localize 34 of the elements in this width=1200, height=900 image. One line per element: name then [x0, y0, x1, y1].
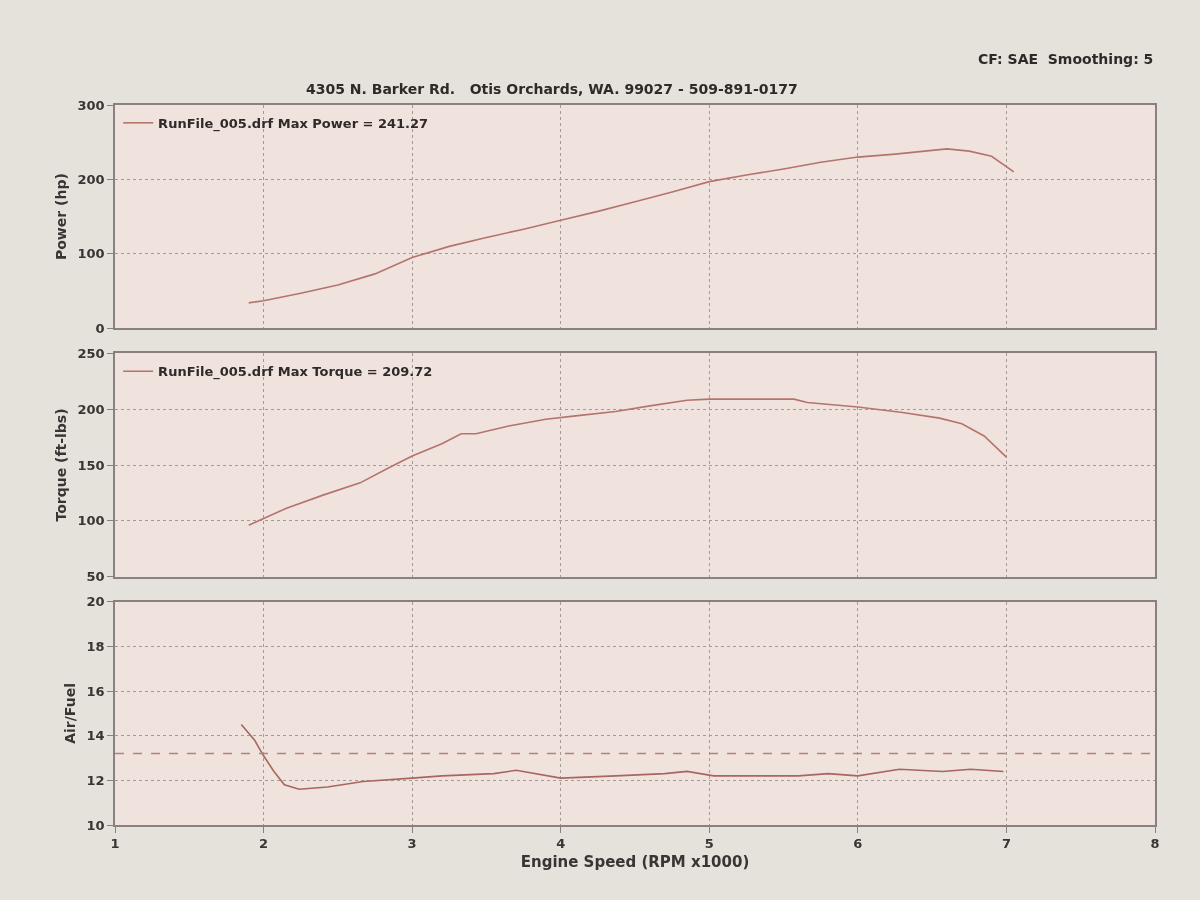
x-tick-label: 4 [556, 836, 566, 852]
line-series [247, 148, 1015, 304]
y-tick-label: 300 [77, 97, 105, 113]
legend-label: RunFile_005.drf Max Torque = 209.72 [158, 364, 433, 381]
y-tick-label: 200 [77, 401, 105, 417]
y-tick-label: 100 [77, 246, 105, 262]
y-tick-label: 20 [86, 594, 105, 610]
x-tick-label: 8 [1150, 836, 1160, 852]
x-tick-label: 3 [407, 836, 417, 852]
line-series [247, 398, 1008, 527]
y-tick-label: 250 [77, 345, 105, 361]
y-tick-label: 14 [86, 728, 105, 744]
x-tick-label: 5 [704, 836, 714, 852]
y-tick-label: 16 [86, 683, 105, 699]
y-tick-label: 200 [77, 171, 105, 187]
text: 4305 N. Barker Rd. Otis Orchards, WA. 99027 - 509-891-0177 [306, 81, 798, 97]
x-tick-label: 1 [110, 836, 120, 852]
y-tick-label: 18 [86, 638, 105, 654]
line-series [240, 723, 1005, 791]
y-tick-label: 12 [86, 772, 105, 788]
y-axis-title: Torque (ft-lbs) [52, 408, 69, 522]
y-tick-label: 0 [95, 320, 105, 336]
y-tick-label: 10 [86, 817, 105, 833]
text: CF: SAE Smoothing: 5 [978, 51, 1154, 67]
y-tick-label: 100 [77, 513, 105, 529]
x-tick-label: 6 [853, 836, 863, 852]
y-axis-title: Power (hp) [52, 173, 69, 261]
x-axis-title: Engine Speed (RPM x1000) [520, 852, 750, 871]
x-tick-label: 2 [259, 836, 269, 852]
y-axis-title: Air/Fuel [61, 683, 78, 744]
legend-label: RunFile_005.drf Max Power = 241.27 [158, 115, 429, 132]
x-tick-label: 7 [1001, 836, 1011, 852]
y-tick-label: 150 [77, 457, 105, 473]
y-tick-label: 50 [86, 569, 105, 585]
